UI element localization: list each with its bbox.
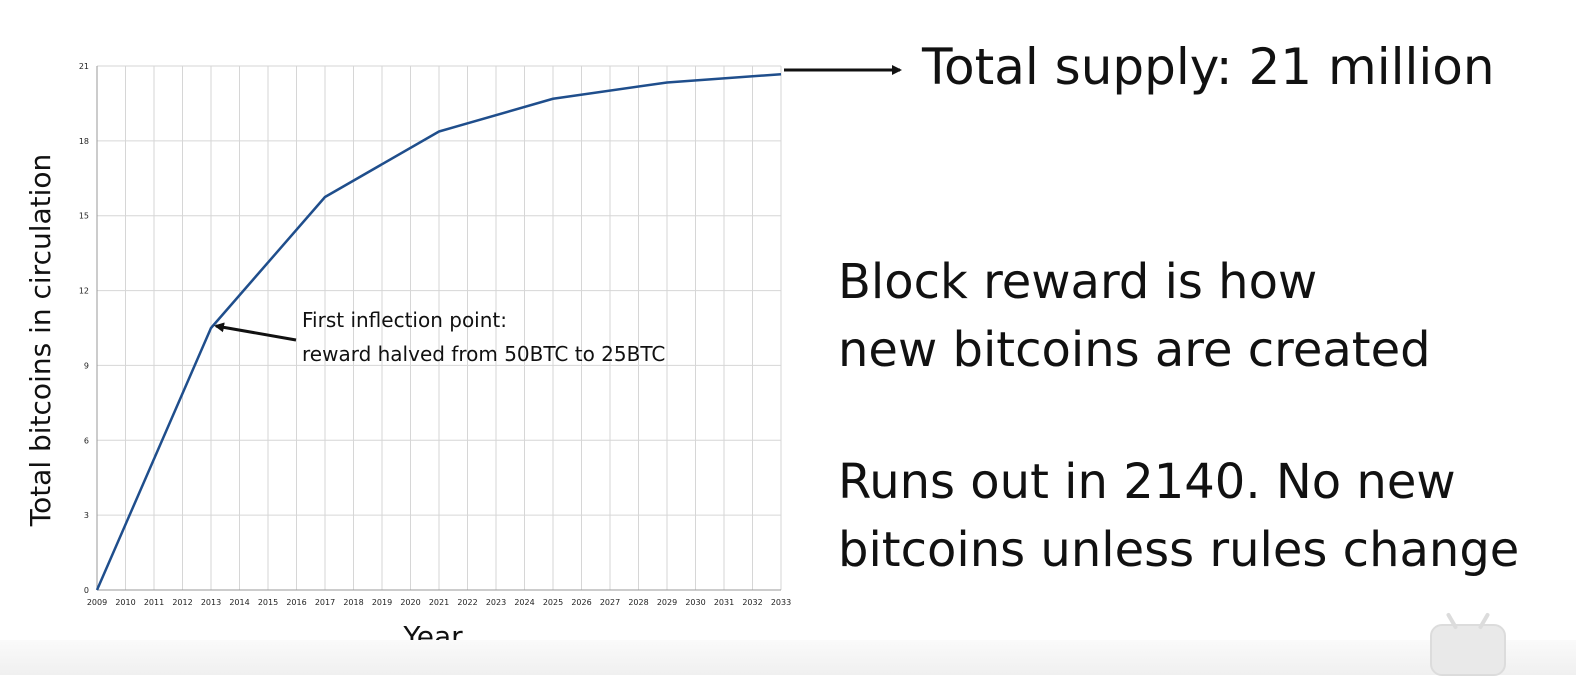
- total-supply-label: Total supply: 21 million: [922, 38, 1495, 96]
- x-tick-label: 2013: [201, 598, 221, 607]
- y-tick-label: 18: [79, 137, 89, 146]
- inflection-arrow: [216, 326, 296, 340]
- x-tick-label: 2019: [372, 598, 392, 607]
- x-tick-label: 2011: [144, 598, 164, 607]
- inflection-annotation-line2: reward halved from 50BTC to 25BTC: [302, 342, 665, 366]
- x-tick-label: 2027: [600, 598, 620, 607]
- x-tick-label: 2015: [258, 598, 278, 607]
- x-tick-label: 2009: [87, 598, 107, 607]
- x-tick-label: 2016: [286, 598, 306, 607]
- x-tick-label: 2020: [400, 598, 420, 607]
- x-tick-label: 2032: [742, 598, 762, 607]
- block-reward-text-line2: new bitcoins are created: [838, 322, 1431, 378]
- x-tick-label: 2026: [571, 598, 591, 607]
- x-tick-label: 2023: [486, 598, 506, 607]
- y-tick-label: 0: [84, 586, 89, 595]
- runs-out-text-line2: bitcoins unless rules change: [838, 522, 1519, 578]
- tv-logo-icon: [1430, 624, 1506, 676]
- x-tick-label: 2024: [514, 598, 534, 607]
- y-tick-label: 12: [79, 287, 89, 296]
- y-tick-label: 3: [84, 511, 89, 520]
- block-reward-text-line1: Block reward is how: [838, 254, 1317, 310]
- x-tick-label: 2021: [429, 598, 449, 607]
- video-bottom-bar: [0, 640, 1576, 675]
- y-tick-label: 6: [84, 436, 89, 445]
- y-tick-labels: 0 3 6 9 12 15 18 21: [79, 62, 89, 595]
- y-axis-title: Total bitcoins in circulation: [24, 154, 57, 528]
- x-tick-label: 2031: [714, 598, 734, 607]
- x-tick-label: 2022: [457, 598, 477, 607]
- runs-out-text-line1: Runs out in 2140. No new: [838, 454, 1456, 510]
- x-tick-label: 2012: [172, 598, 192, 607]
- x-tick-labels: 2009 2010 2011 2012 2013 2014 2015 2016 2017 2018…: [87, 598, 791, 607]
- x-tick-label: 2010: [115, 598, 135, 607]
- inflection-annotation-line1: First inflection point:: [302, 308, 507, 332]
- y-tick-label: 21: [79, 62, 89, 71]
- x-tick-label: 2017: [315, 598, 335, 607]
- y-tick-label: 9: [84, 361, 89, 370]
- x-tick-label: 2029: [657, 598, 677, 607]
- y-tick-label: 15: [79, 212, 89, 221]
- x-tick-label: 2028: [628, 598, 648, 607]
- x-tick-label: 2033: [771, 598, 791, 607]
- x-tick-label: 2030: [685, 598, 705, 607]
- x-tick-label: 2014: [229, 598, 249, 607]
- x-tick-label: 2025: [543, 598, 563, 607]
- x-tick-label: 2018: [343, 598, 363, 607]
